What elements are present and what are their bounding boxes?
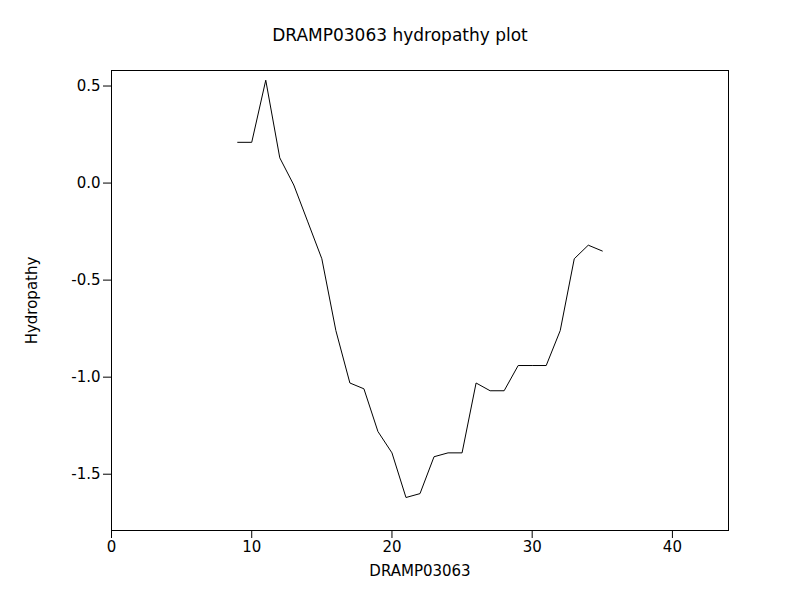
svg-text:Hydropathy: Hydropathy	[23, 257, 41, 345]
svg-text:-1.0: -1.0	[71, 368, 100, 386]
html-text:DRAMP03063 hydropathy plot: DRAMP03063 hydropathy plot	[272, 25, 528, 45]
svg-text:0.5: 0.5	[77, 77, 101, 95]
svg-text:0.0: 0.0	[77, 174, 101, 192]
svg-text:40: 40	[663, 538, 682, 556]
svg-text:DRAMP03063: DRAMP03063	[369, 562, 470, 580]
svg-text:30: 30	[523, 538, 542, 556]
svg-text:-0.5: -0.5	[71, 271, 100, 289]
svg-text:0: 0	[107, 538, 117, 556]
svg-text:10: 10	[242, 538, 261, 556]
svg-text:-1.5: -1.5	[71, 465, 100, 483]
svg-text:20: 20	[382, 538, 401, 556]
